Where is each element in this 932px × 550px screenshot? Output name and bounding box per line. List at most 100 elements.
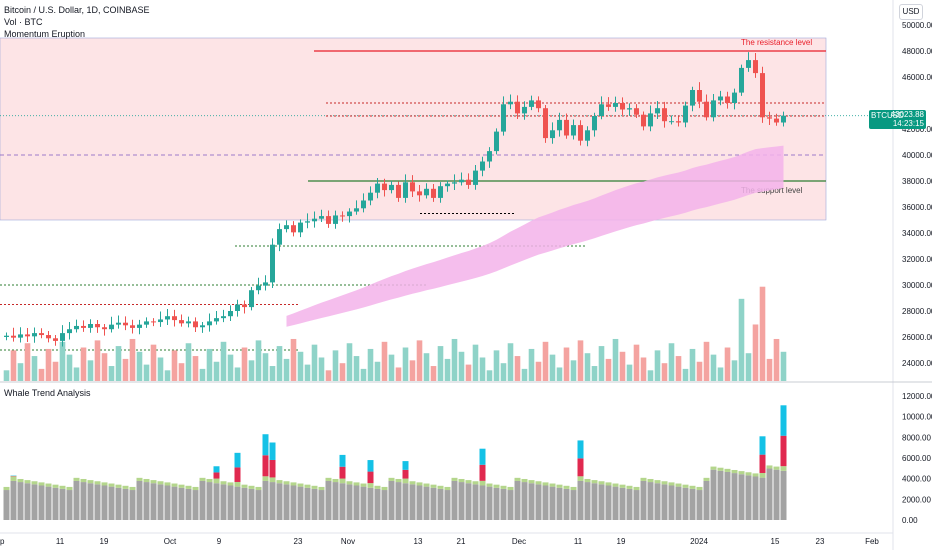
whale-bar-green <box>437 485 444 489</box>
candle-body <box>781 115 786 123</box>
time-tick-label: ep <box>0 537 5 546</box>
whale-bar-base <box>724 471 731 520</box>
candle-body <box>186 321 191 324</box>
volume-bar <box>283 358 290 381</box>
currency-button[interactable]: USD <box>899 4 923 20</box>
whale-bar-base <box>45 486 52 520</box>
whale-bar-red <box>780 435 787 467</box>
volume-bar <box>360 368 367 381</box>
whale-bar-base <box>633 490 640 520</box>
whale-bar-base <box>619 487 626 520</box>
whale-bar-red <box>479 464 486 481</box>
whale-bar-red <box>234 467 241 482</box>
whale-bar-green <box>143 478 150 483</box>
whale-bar-base <box>262 480 269 520</box>
volume-bar <box>304 364 311 381</box>
price-tick-label: 34000.00 <box>902 229 932 238</box>
volume-bar <box>241 347 248 381</box>
whale-bar-base <box>17 482 24 520</box>
whale-bar-red <box>269 459 276 478</box>
whale-bar-green <box>255 486 262 491</box>
whale-bar-base <box>738 474 745 520</box>
whale-bar-green <box>31 481 38 485</box>
whale-bar-green <box>45 483 52 487</box>
candle-body <box>32 333 37 337</box>
whale-bar-cyan <box>262 434 269 456</box>
whale-bar-green <box>542 482 549 486</box>
whale-bar-cyan <box>759 436 766 455</box>
whale-bar-green <box>409 481 416 485</box>
whale-bar-green <box>129 486 136 491</box>
whale-bar-base <box>528 483 535 520</box>
whale-bar-green <box>220 481 227 485</box>
time-tick-label: Dec <box>512 537 526 546</box>
whale-bar-green <box>507 486 514 491</box>
volume-bar <box>248 360 255 381</box>
candle-body <box>704 101 709 118</box>
whale-bar-green <box>584 478 591 483</box>
volume-bar <box>24 343 31 381</box>
whale-bar-base <box>570 490 577 520</box>
candle-body <box>200 325 205 328</box>
whale-bar-base <box>192 490 199 520</box>
whale-tick-label: 8000.00 <box>902 433 931 442</box>
whale-bar-cyan <box>234 452 241 468</box>
whale-bar-green <box>752 473 759 477</box>
whale-bar-base <box>766 468 773 520</box>
volume-bar <box>381 341 388 381</box>
indicator-legend: Momentum Eruption <box>4 29 86 39</box>
candle-body <box>536 100 541 109</box>
candle-body <box>326 216 331 224</box>
volume-bar <box>38 368 45 381</box>
whale-bar-base <box>150 483 157 520</box>
candle-body <box>459 179 464 183</box>
whale-bar-red <box>759 454 766 473</box>
candle-body <box>25 334 30 337</box>
candle-body <box>746 60 751 68</box>
candle-body <box>123 322 128 326</box>
whale-bar-green <box>395 478 402 483</box>
whale-bar-green <box>416 482 423 486</box>
candle-body <box>550 130 555 139</box>
support-label: The support level <box>741 186 803 195</box>
volume-bar <box>45 348 52 381</box>
whale-bar-base <box>206 482 213 520</box>
candle-body <box>375 183 380 193</box>
whale-bar-green <box>759 472 766 478</box>
volume-bar <box>675 356 682 381</box>
whale-bar-base <box>304 487 311 520</box>
candle-body <box>599 104 604 116</box>
candle-body <box>60 333 65 341</box>
candle-body <box>410 182 415 192</box>
whale-bar-base <box>143 482 150 520</box>
candle-body <box>193 321 198 328</box>
volume-bar <box>234 367 241 381</box>
whale-bar-base <box>703 480 710 520</box>
candle-body <box>389 184 394 191</box>
whale-bar-green <box>451 477 458 481</box>
whale-bar-green <box>108 483 115 487</box>
volume-bar <box>654 350 661 381</box>
volume-bar <box>584 353 591 381</box>
volume-bar <box>731 360 738 381</box>
time-tick-label: 19 <box>100 537 109 546</box>
volume-bar <box>591 366 598 381</box>
time-tick-label: 15 <box>771 537 780 546</box>
time-tick-label: Oct <box>164 537 177 546</box>
volume-bar <box>136 351 143 381</box>
volume-bar <box>374 361 381 381</box>
whale-bar-cyan <box>402 461 409 470</box>
whale-bar-base <box>479 485 486 520</box>
candle-body <box>655 108 660 114</box>
whale-bar-base <box>332 482 339 520</box>
whale-bar-base <box>507 490 514 520</box>
whale-bar-base <box>101 485 108 520</box>
volume-bar <box>577 340 584 381</box>
whale-bar-red <box>339 466 346 479</box>
whale-bar-green <box>528 480 535 484</box>
whale-bar-base <box>612 486 619 520</box>
whale-tick-label: 2000.00 <box>902 495 931 504</box>
price-tick-label: 24000.00 <box>902 359 932 368</box>
whale-bar-base <box>465 483 472 520</box>
